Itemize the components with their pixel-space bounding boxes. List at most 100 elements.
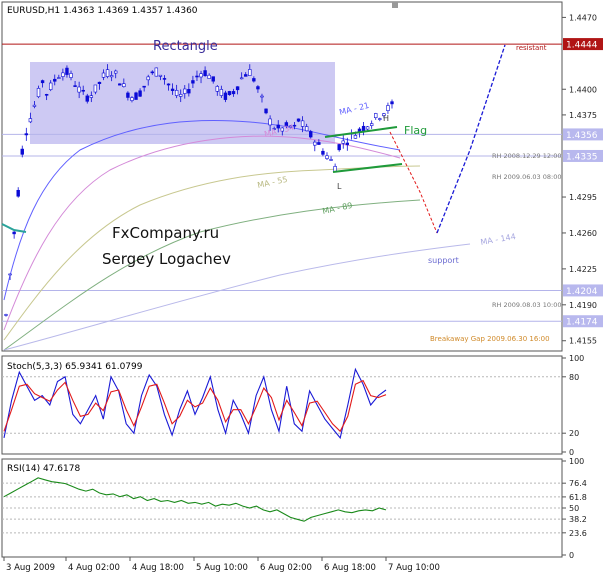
- candle-body: [24, 133, 29, 136]
- stoch-y-tick-label: 20: [569, 429, 579, 438]
- candle-body: [284, 122, 289, 127]
- x-tick-label: 4 Aug 18:00: [132, 563, 184, 573]
- candle-body: [4, 314, 8, 316]
- candle-body: [341, 140, 345, 144]
- rsi-y-tick-label: 76.4: [569, 479, 587, 488]
- candle-body: [378, 118, 382, 120]
- candle-body: [317, 142, 321, 145]
- main-panel-frame: [1, 1, 563, 352]
- candle-body: [296, 118, 301, 122]
- price-label-bg: [563, 284, 603, 297]
- rectangle-pattern: [30, 62, 335, 144]
- candle-body: [195, 75, 199, 78]
- candle-body: [390, 101, 394, 105]
- watermark-site: FxCompany.ru: [112, 224, 219, 242]
- breakaway-label: Breakaway Gap 2009.06.30 16:00: [430, 335, 550, 343]
- h-label: H: [383, 114, 389, 123]
- price-label: 1.4335: [566, 152, 598, 162]
- candle-body: [235, 86, 240, 91]
- candle-body: [44, 94, 49, 96]
- candle-body: [166, 83, 171, 86]
- candle-body: [345, 142, 350, 145]
- x-tick-label: 6 Aug 18:00: [324, 563, 376, 573]
- watermark-author: Sergey Logachev: [102, 250, 231, 268]
- candle-body: [272, 128, 276, 130]
- panel-corner-marker: [392, 2, 398, 8]
- candle-body: [36, 88, 41, 98]
- candle-body: [179, 94, 183, 97]
- candle-body: [89, 95, 94, 98]
- rh3-label: RH 2009.08.03 10:00: [492, 301, 562, 309]
- candle-body: [69, 73, 73, 78]
- y-tick-label: 1.4155: [569, 337, 597, 346]
- y-tick-label: 1.4470: [569, 13, 597, 22]
- candle-body: [109, 75, 114, 78]
- candle-body: [337, 144, 341, 151]
- candle-body: [158, 74, 163, 77]
- candle-body: [300, 120, 305, 127]
- candle-body: [292, 124, 297, 127]
- candle-body: [154, 67, 159, 77]
- candle-body: [138, 90, 142, 97]
- candle-body: [239, 77, 244, 80]
- x-tick-label: 5 Aug 10:00: [196, 563, 248, 573]
- candle-body: [256, 86, 260, 90]
- candle-body: [369, 123, 374, 126]
- candle-body: [244, 74, 248, 77]
- y-tick-label: 1.4375: [569, 111, 597, 120]
- candle-body: [280, 127, 284, 132]
- price-label-bg: [563, 38, 603, 51]
- candle-body: [20, 148, 24, 155]
- candle-body: [199, 73, 203, 78]
- price-label-bg: [563, 149, 603, 162]
- candle-body: [382, 113, 386, 117]
- ma144-line: [3, 243, 471, 351]
- price-label: 1.4444: [566, 41, 598, 51]
- rsi-y-tick-label: 100: [569, 457, 584, 466]
- candle-body: [187, 89, 191, 94]
- candle-body: [288, 125, 293, 128]
- stoch-y-tick-label: 80: [569, 373, 579, 382]
- candle-body: [101, 72, 106, 78]
- candle-body: [268, 118, 272, 126]
- rsi-y-tick-label: 50: [569, 504, 579, 513]
- candle-body: [40, 80, 45, 84]
- candle-body: [118, 83, 122, 86]
- x-tick-label: 3 Aug 2009: [6, 563, 55, 573]
- price-label: 1.4356: [566, 131, 598, 141]
- candle-body: [219, 89, 224, 96]
- forecast-up-path: [436, 44, 506, 234]
- candle-body: [183, 88, 187, 94]
- rh1-label: RH 2008.12.29 12:00: [492, 152, 562, 160]
- rsi-y-tick-label: 0: [569, 551, 574, 560]
- stoch-panel-frame: [1, 355, 563, 455]
- candle-body: [264, 108, 268, 114]
- candle-body: [260, 95, 264, 98]
- candle-body: [93, 84, 98, 93]
- stoch-y-tick-label: 100: [569, 354, 584, 363]
- candle-body: [12, 231, 16, 235]
- candle-body: [73, 85, 77, 87]
- ma34-line: [3, 135, 401, 331]
- flag-label: Flag: [404, 124, 427, 137]
- candle-body: [207, 74, 211, 79]
- candle-body: [170, 88, 175, 91]
- y-tick-label: 1.4295: [569, 193, 597, 202]
- candle-body: [353, 135, 358, 139]
- candle-body: [325, 155, 329, 159]
- candle-body: [365, 126, 370, 130]
- x-tick-label: 6 Aug 02:00: [260, 563, 312, 573]
- candle-body: [329, 159, 333, 161]
- rsi-series-line: [3, 477, 387, 522]
- rsi-y-tick-label: 38.2: [569, 515, 587, 524]
- y-tick-label: 1.4190: [569, 301, 597, 310]
- x-tick-label: 7 Aug 10:00: [388, 563, 440, 573]
- candle-body: [248, 69, 252, 76]
- candle-body: [53, 78, 57, 82]
- candle-body: [81, 89, 85, 92]
- rsi-y-tick-label: 61.8: [569, 493, 587, 502]
- flag-lower-line: [332, 163, 403, 173]
- candle-body: [162, 78, 167, 80]
- candle-body: [105, 69, 110, 77]
